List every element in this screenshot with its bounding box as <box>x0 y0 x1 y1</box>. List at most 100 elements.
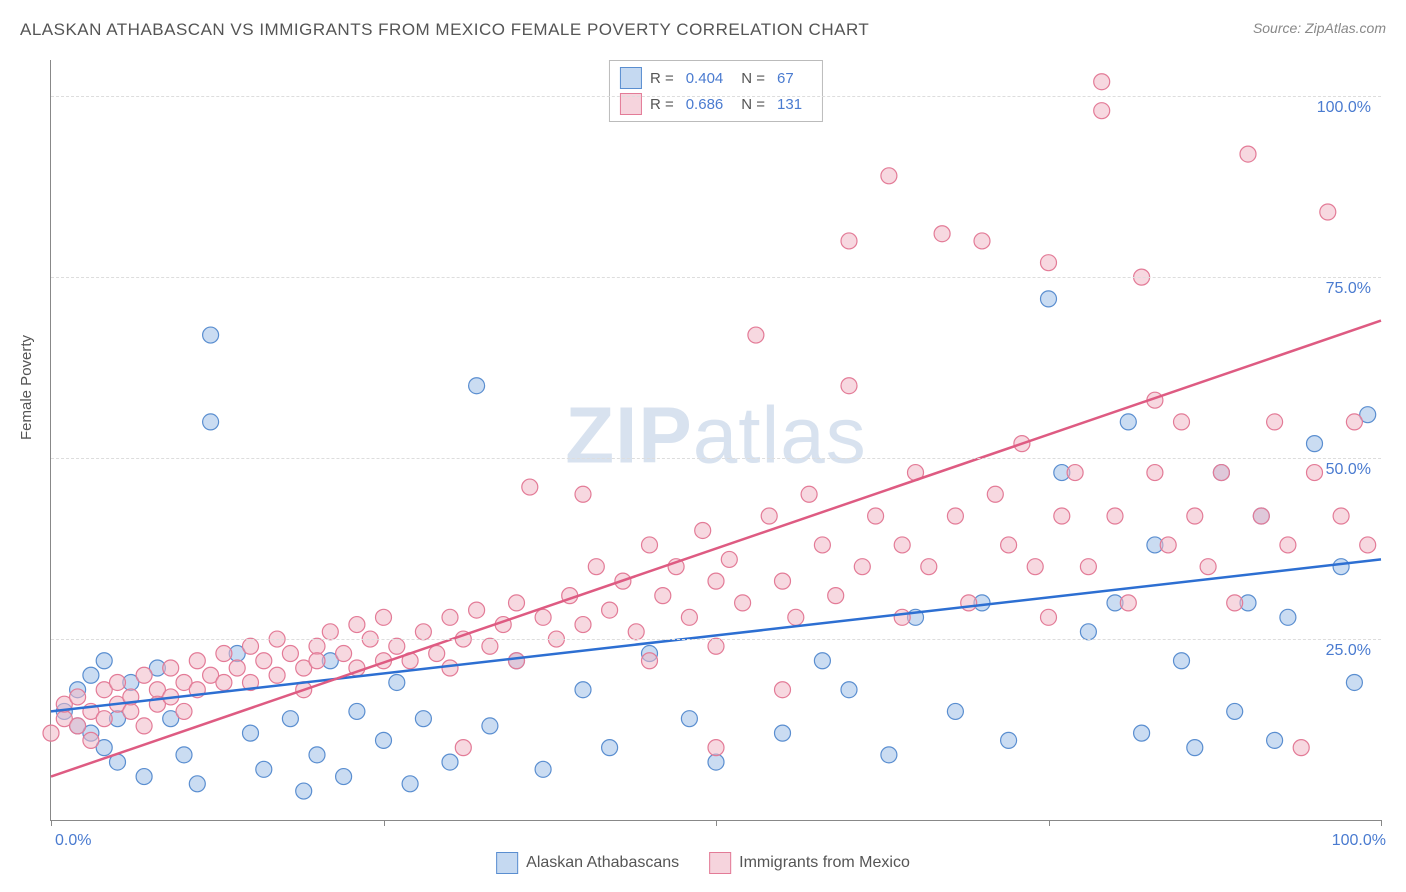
data-point <box>136 718 152 734</box>
data-point <box>1120 414 1136 430</box>
data-point <box>881 168 897 184</box>
data-point <box>415 624 431 640</box>
legend-row: R = 0.686N = 131 <box>620 91 812 117</box>
data-point <box>841 682 857 698</box>
legend-r-label: R = <box>650 70 674 87</box>
data-point <box>482 638 498 654</box>
data-point <box>1027 559 1043 575</box>
y-tick-label: 25.0% <box>1326 642 1371 660</box>
data-point <box>1001 537 1017 553</box>
data-point <box>575 486 591 502</box>
data-point <box>1360 537 1376 553</box>
data-point <box>1174 653 1190 669</box>
data-point <box>376 609 392 625</box>
legend-label: Immigrants from Mexico <box>739 854 910 872</box>
data-point <box>1001 732 1017 748</box>
data-point <box>761 508 777 524</box>
data-point <box>1187 508 1203 524</box>
data-point <box>203 327 219 343</box>
data-point <box>163 660 179 676</box>
data-point <box>947 508 963 524</box>
data-point <box>1174 414 1190 430</box>
data-point <box>1041 255 1057 271</box>
data-point <box>1320 204 1336 220</box>
data-point <box>775 725 791 741</box>
data-point <box>1054 508 1070 524</box>
data-point <box>841 233 857 249</box>
legend-n-value: 131 <box>777 96 802 113</box>
data-point <box>828 588 844 604</box>
data-point <box>681 711 697 727</box>
data-point <box>535 761 551 777</box>
data-point <box>309 653 325 669</box>
data-point <box>110 674 126 690</box>
data-point <box>1080 559 1096 575</box>
data-point <box>216 674 232 690</box>
data-point <box>243 725 259 741</box>
data-point <box>1333 559 1349 575</box>
data-point <box>43 725 59 741</box>
data-point <box>1200 559 1216 575</box>
data-point <box>309 638 325 654</box>
x-tick <box>51 820 52 826</box>
data-point <box>1094 103 1110 119</box>
data-point <box>735 595 751 611</box>
data-point <box>1280 537 1296 553</box>
data-point <box>1213 465 1229 481</box>
data-point <box>83 732 99 748</box>
data-point <box>1120 595 1136 611</box>
data-point <box>708 754 724 770</box>
data-point <box>203 414 219 430</box>
data-point <box>1307 465 1323 481</box>
data-point <box>349 703 365 719</box>
data-point <box>708 638 724 654</box>
data-point <box>509 595 525 611</box>
data-point <box>1267 732 1283 748</box>
data-point <box>482 718 498 734</box>
legend-swatch <box>709 852 731 874</box>
data-point <box>402 776 418 792</box>
data-point <box>336 646 352 662</box>
x-tick <box>384 820 385 826</box>
data-point <box>136 769 152 785</box>
data-point <box>296 783 312 799</box>
data-point <box>189 653 205 669</box>
series-legend: Alaskan AthabascansImmigrants from Mexic… <box>496 852 910 874</box>
data-point <box>1147 465 1163 481</box>
x-tick <box>1049 820 1050 826</box>
data-point <box>868 508 884 524</box>
data-point <box>881 747 897 763</box>
data-point <box>96 653 112 669</box>
y-tick-label: 50.0% <box>1326 461 1371 479</box>
data-point <box>189 776 205 792</box>
data-point <box>455 740 471 756</box>
data-point <box>814 653 830 669</box>
data-point <box>349 617 365 633</box>
data-point <box>282 646 298 662</box>
data-point <box>788 609 804 625</box>
chart-svg <box>51 60 1381 820</box>
data-point <box>814 537 830 553</box>
data-point <box>1240 146 1256 162</box>
data-point <box>469 378 485 394</box>
data-point <box>415 711 431 727</box>
data-point <box>322 624 338 640</box>
data-point <box>695 522 711 538</box>
data-point <box>70 689 86 705</box>
data-point <box>376 732 392 748</box>
data-point <box>894 537 910 553</box>
data-point <box>854 559 870 575</box>
data-point <box>801 486 817 502</box>
data-point <box>389 638 405 654</box>
data-point <box>921 559 937 575</box>
legend-row: R = 0.404N = 67 <box>620 65 812 91</box>
data-point <box>256 653 272 669</box>
chart-title: ALASKAN ATHABASCAN VS IMMIGRANTS FROM ME… <box>20 20 869 40</box>
data-point <box>961 595 977 611</box>
gridline <box>51 458 1381 459</box>
data-point <box>229 660 245 676</box>
data-point <box>509 653 525 669</box>
data-point <box>1227 595 1243 611</box>
data-point <box>1253 508 1269 524</box>
data-point <box>588 559 604 575</box>
